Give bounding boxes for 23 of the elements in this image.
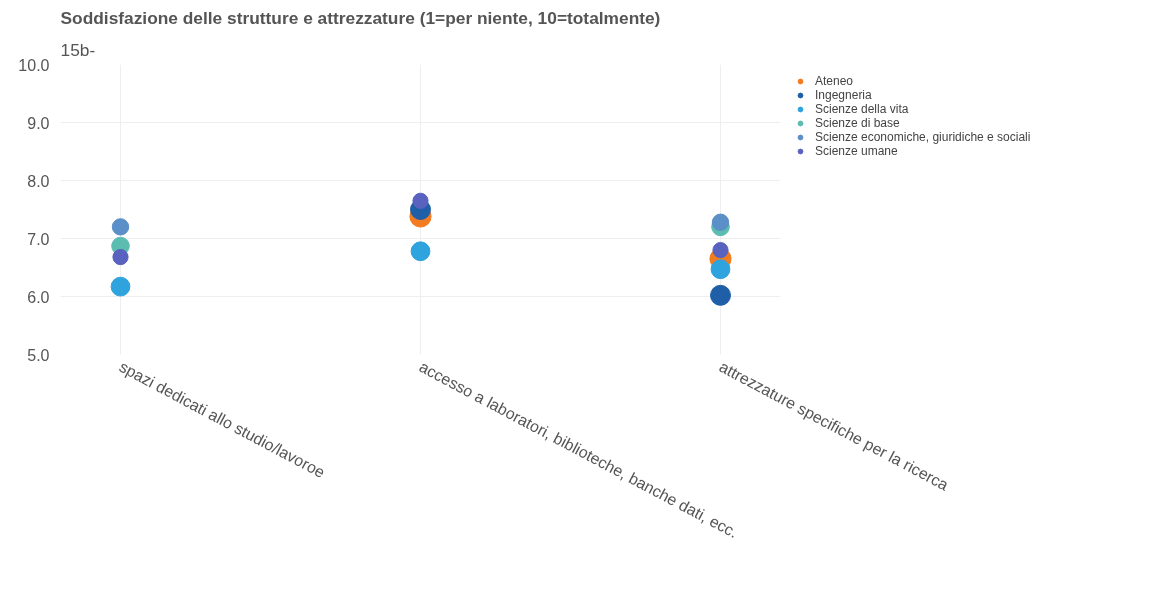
- y-tick-label: 10.0: [18, 56, 50, 74]
- legend-label: Scienze umane: [815, 144, 898, 158]
- y-tick-label: 6.0: [27, 288, 50, 306]
- y-tick-label: 5.0: [27, 346, 50, 364]
- legend-label: Scienze di base: [815, 116, 900, 130]
- point: [412, 192, 429, 209]
- point: [112, 248, 129, 266]
- legend-label: Ingegneria: [815, 88, 872, 102]
- chart-title: Soddisfazione delle strutture e attrezzature (1=per niente, 10=totalmente): [60, 7, 661, 28]
- text: 15b-: [60, 39, 96, 60]
- legend-label: Scienze economiche, giuridiche e sociali: [815, 130, 1031, 144]
- y-tick-label: 8.0: [27, 172, 50, 190]
- point: [410, 241, 431, 262]
- y-tick-label: 9.0: [27, 114, 50, 132]
- point: [712, 242, 729, 259]
- point: [710, 284, 731, 306]
- legend-label: Ateneo: [815, 74, 854, 88]
- point: [111, 218, 130, 236]
- point: [710, 259, 731, 280]
- point: [711, 213, 730, 231]
- point: [110, 276, 131, 297]
- legend-label: Scienze della vita: [815, 102, 909, 116]
- y-tick-label: 7.0: [27, 230, 50, 248]
